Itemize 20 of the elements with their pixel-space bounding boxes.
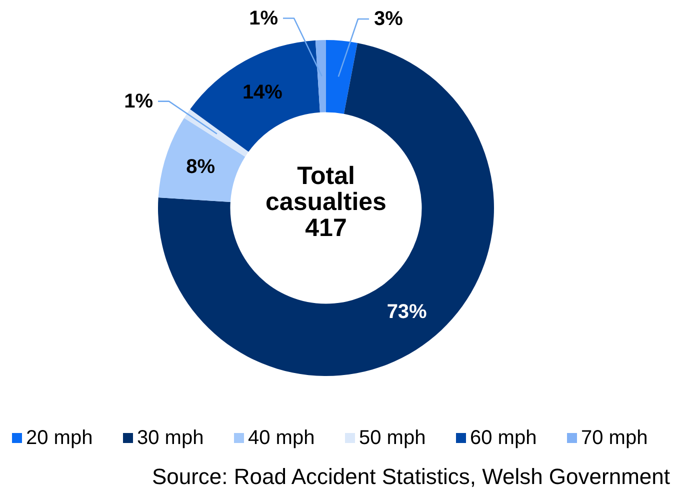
text: Total casualties 417 — [266, 162, 386, 242]
legend-label: 50 mph — [359, 427, 426, 449]
legend-label: 30 mph — [137, 427, 204, 449]
data-label: 1% — [249, 7, 278, 30]
legend-label: 70 mph — [581, 427, 648, 449]
data-label: 8% — [186, 156, 216, 178]
data-label: 73% — [386, 301, 428, 324]
data-label: 14% — [242, 81, 283, 104]
donut-slice — [315, 40, 326, 112]
donut-slice — [184, 109, 249, 157]
data-label: 1% — [124, 90, 154, 112]
donut-slice — [158, 118, 246, 202]
donut-slice — [190, 40, 320, 152]
legend-label: 40 mph — [248, 427, 315, 449]
data-label: 3% — [374, 8, 404, 30]
donut-slice — [326, 40, 358, 114]
donut-slice — [158, 42, 494, 376]
legend-label: 60 mph — [470, 427, 537, 449]
legend-label: 20 mph — [26, 427, 93, 449]
source-note: Source: Road Accident Statistics, Welsh Government — [152, 464, 670, 488]
